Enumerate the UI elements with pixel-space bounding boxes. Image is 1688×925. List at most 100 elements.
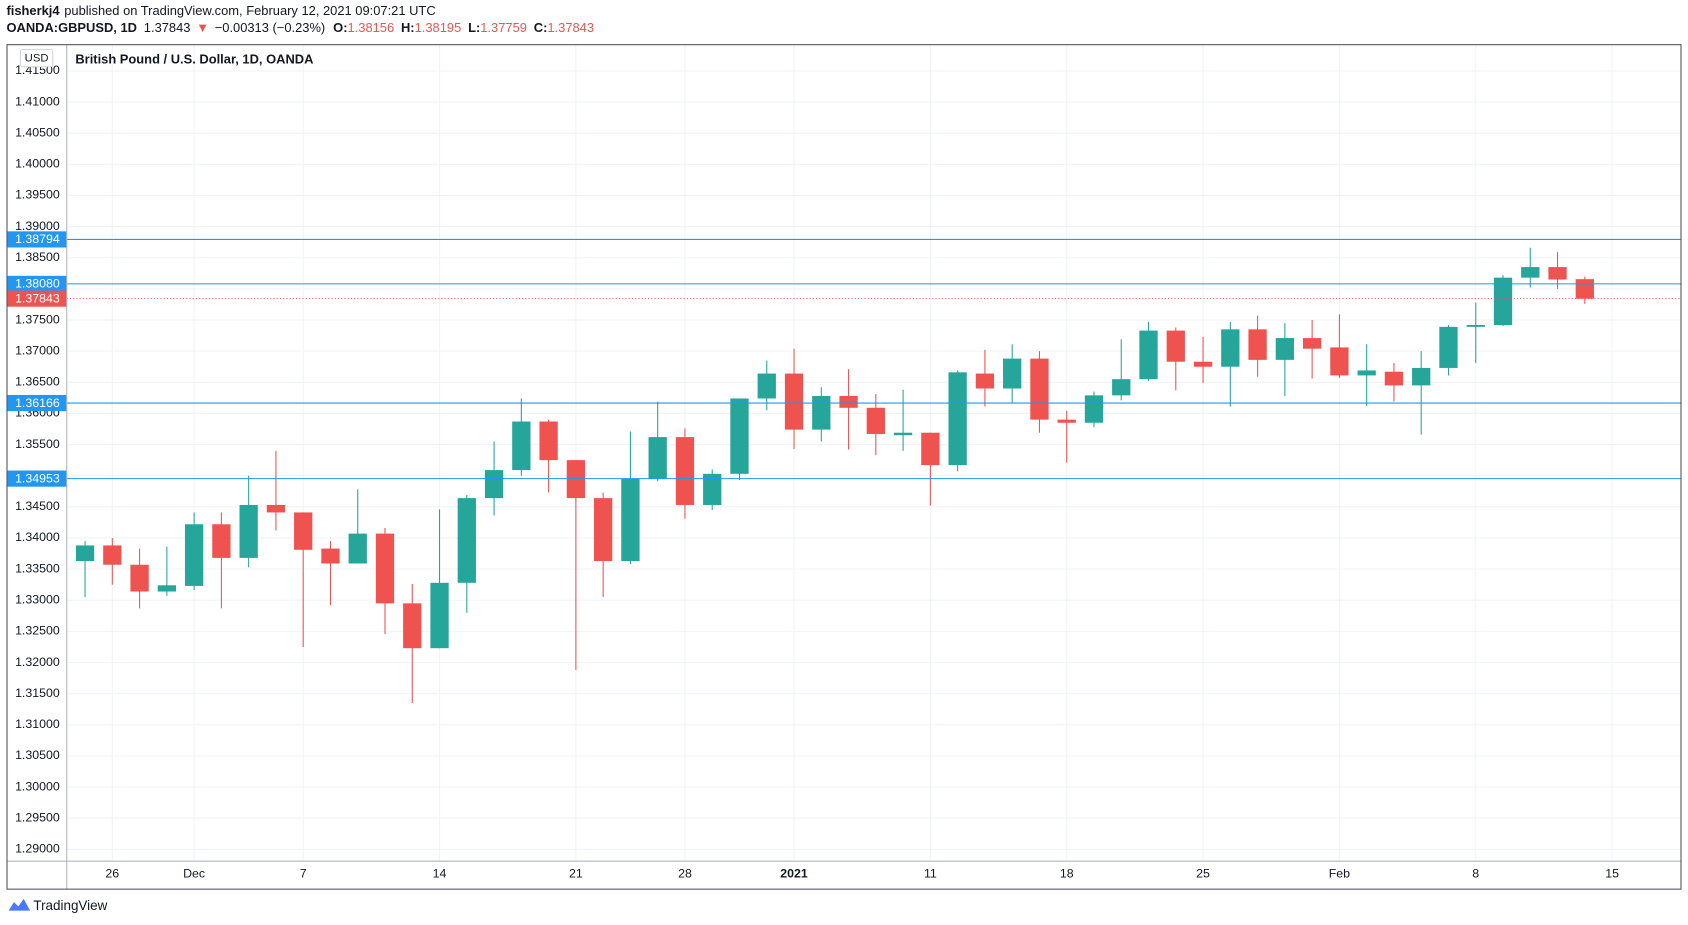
candle-body	[703, 473, 722, 505]
levels: 1.38794 1.38080 1.36166 1.34953 1.37843	[7, 231, 1682, 487]
candle-body	[675, 437, 695, 505]
level-label-box	[7, 395, 67, 412]
candle-body	[266, 504, 286, 513]
level-label: 1.36166	[15, 396, 60, 410]
chart-frame	[6, 44, 1682, 890]
candle-body	[1166, 330, 1185, 362]
close-value: 1.37843	[547, 20, 594, 35]
y-tick-label: 1.31000	[15, 717, 60, 731]
last-price-label: 1.37843	[15, 291, 60, 305]
candle-body	[1575, 279, 1594, 299]
y-tick-label: 1.36500	[15, 375, 60, 389]
x-tick-label: 21	[569, 866, 583, 880]
candle-body	[948, 372, 967, 466]
candle-body	[1057, 419, 1076, 423]
candle-body	[839, 395, 858, 408]
candles	[75, 247, 1594, 703]
level-label-box	[7, 231, 67, 248]
candle-body	[375, 533, 395, 604]
candle-body	[648, 437, 667, 479]
logo-icon	[8, 898, 31, 911]
level-label-box	[7, 470, 67, 487]
candle-body	[621, 478, 640, 562]
candle-body	[348, 533, 367, 564]
symbol-line: OANDA:GBPUSD, 1D 1.37843 ▼ −0.00313 (−0.…	[6, 20, 594, 35]
x-tick-label: Feb	[1329, 866, 1350, 880]
last-price-box	[7, 290, 67, 307]
candle-body	[893, 432, 913, 436]
candle-body	[757, 373, 776, 399]
x-tick-label: 11	[924, 866, 937, 880]
currency-box	[19, 48, 54, 68]
level-label: 1.38794	[15, 232, 60, 246]
y-tick-label: 1.32500	[15, 624, 60, 638]
candle-body	[730, 398, 749, 474]
candle-body	[157, 585, 177, 592]
candle-body	[75, 545, 95, 562]
y-tick-label: 1.33000	[15, 593, 60, 607]
level-label: 1.34953	[15, 471, 60, 485]
published: published on TradingView.com, February 1…	[64, 3, 435, 18]
y-tick-label: 1.37000	[15, 343, 60, 357]
candle-body	[1357, 370, 1376, 376]
y-tick-label: 1.38500	[15, 250, 60, 264]
low-label: L:	[468, 20, 480, 35]
candle-body	[1248, 329, 1267, 360]
last-price: 1.37843	[144, 20, 191, 35]
y-tick-label: 1.39500	[15, 188, 60, 202]
candle-body	[812, 395, 831, 430]
candle-body	[1384, 371, 1404, 386]
close-label: C:	[534, 20, 548, 35]
candle-body	[539, 421, 558, 461]
candle-body	[184, 524, 204, 586]
y-tick-label: 1.30000	[15, 779, 60, 793]
change: −0.00313 (−0.23%)	[215, 20, 326, 35]
candle-body	[430, 582, 449, 649]
x-tick-label: 7	[300, 866, 307, 880]
price-axis: 1.415001.410001.405001.400001.395001.390…	[15, 63, 60, 855]
x-tick-label: 2021	[780, 866, 808, 880]
publish-line: fisherkj4 published on TradingView.com, …	[6, 3, 435, 18]
currency: USD	[25, 53, 49, 65]
y-tick-label: 1.34000	[15, 530, 60, 544]
y-tick-label: 1.39000	[15, 219, 60, 233]
high-label: H:	[401, 20, 415, 35]
candle-body	[593, 498, 613, 562]
candle-body	[212, 524, 231, 558]
candle-body	[1521, 267, 1540, 278]
candle-body	[1302, 338, 1322, 349]
candle-body	[1275, 338, 1295, 360]
author: fisherkj4	[6, 3, 60, 18]
candle-body	[239, 504, 258, 558]
candle-body	[130, 564, 149, 592]
low-value: 1.37759	[480, 20, 527, 35]
candle-body	[1030, 358, 1049, 420]
x-tick-label: 18	[1060, 866, 1074, 880]
x-tick-label: Dec	[183, 866, 205, 880]
brand: TradingView	[33, 898, 107, 913]
y-tick-label: 1.29000	[15, 842, 60, 856]
y-tick-label: 1.35500	[15, 437, 60, 451]
chart-title: British Pound / U.S. Dollar, 1D, OANDA	[75, 52, 313, 67]
grid	[66, 44, 1682, 862]
candle-body	[321, 548, 340, 564]
y-tick-label: 1.30500	[15, 748, 60, 762]
candle-body	[866, 407, 885, 434]
open-value: 1.38156	[347, 20, 394, 35]
candle-body	[1193, 361, 1213, 367]
candle-body	[1412, 367, 1431, 386]
y-tick-label: 1.34500	[15, 499, 60, 513]
candle-body	[403, 603, 422, 649]
candle-body	[1221, 329, 1240, 367]
y-tick-label: 1.29500	[15, 810, 60, 824]
y-tick-label: 1.40000	[15, 157, 60, 171]
candle-body	[1330, 347, 1349, 376]
candle-body	[1139, 330, 1158, 380]
open-label: O:	[333, 20, 347, 35]
candle-body	[294, 512, 313, 550]
candle-body	[784, 373, 804, 430]
candle-body	[1084, 395, 1104, 423]
candle-body	[1003, 358, 1022, 389]
y-tick-label: 1.32000	[15, 655, 60, 669]
